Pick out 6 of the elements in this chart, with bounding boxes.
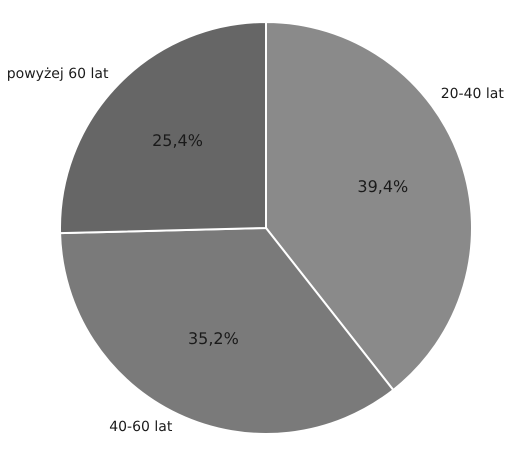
data-label: 39,4%: [357, 176, 408, 196]
slice-label: 20-40 lat: [440, 86, 504, 102]
data-label: 35,2%: [188, 329, 239, 348]
slice-label: powyżej 60 lat: [6, 66, 109, 82]
data-label: 25,4%: [152, 131, 203, 150]
slice-label: 40-60 lat: [109, 418, 173, 435]
